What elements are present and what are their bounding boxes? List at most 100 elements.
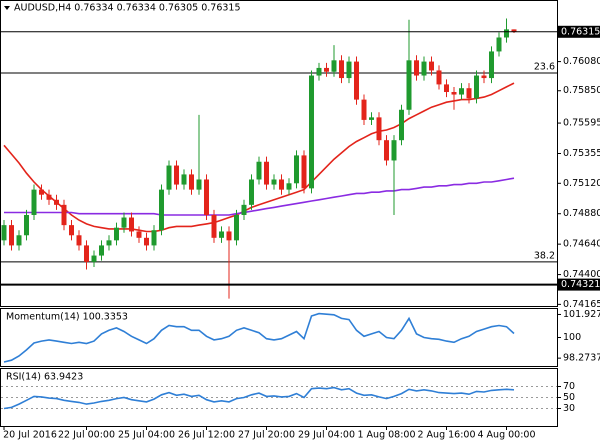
candle-body bbox=[271, 179, 277, 185]
indicator-line bbox=[3, 386, 515, 410]
candle-body bbox=[24, 214, 29, 236]
x-tick-label: 22 Jul 00:00 bbox=[58, 430, 115, 441]
candle-body bbox=[451, 92, 457, 95]
candle-body bbox=[226, 231, 232, 241]
candle-body bbox=[316, 67, 322, 76]
fib-level-label: 38.2 bbox=[534, 250, 555, 261]
candle-body bbox=[466, 88, 472, 99]
candle-body bbox=[121, 217, 127, 228]
candle-body bbox=[399, 109, 404, 141]
y-tick-label: 0.75120 bbox=[563, 178, 600, 189]
x-tick-label: 29 Jul 04:00 bbox=[298, 430, 355, 441]
candle-body bbox=[114, 227, 119, 241]
y-tick-label: 0.76080 bbox=[563, 56, 600, 67]
candle-body bbox=[346, 61, 352, 79]
candle-body bbox=[286, 183, 292, 190]
price-label: 0.74321 bbox=[561, 279, 600, 290]
candle-body bbox=[174, 165, 179, 185]
candle-body bbox=[301, 155, 307, 189]
candle-body bbox=[496, 37, 502, 52]
chart-title: AUDUSD,H4 0.76334 0.76334 0.76305 0.7631… bbox=[14, 3, 241, 14]
candle-body bbox=[9, 225, 14, 246]
x-tick-label: 4 Aug 00:00 bbox=[477, 430, 535, 441]
x-tick-label: 26 Jul 12:00 bbox=[178, 430, 235, 441]
candle-body bbox=[39, 189, 44, 195]
candle-body bbox=[436, 70, 442, 85]
candle-body bbox=[129, 217, 134, 232]
rsi-panel bbox=[0, 368, 558, 427]
candle-body bbox=[444, 84, 449, 93]
candle-body bbox=[429, 61, 434, 71]
candle-body bbox=[219, 231, 224, 238]
candle-body bbox=[474, 75, 479, 99]
symbol-menu-icon bbox=[4, 6, 10, 10]
candle-body bbox=[61, 204, 67, 226]
candle-body bbox=[459, 88, 464, 95]
candle-body bbox=[159, 189, 164, 231]
candle-body bbox=[144, 237, 149, 246]
x-tick-label: 20 Jul 2016 bbox=[3, 430, 57, 441]
y-tick-label: 0.74640 bbox=[563, 239, 600, 250]
candle-body bbox=[31, 189, 37, 215]
candle-body bbox=[99, 245, 104, 256]
y-tick-label: 70 bbox=[563, 381, 575, 392]
candle-body bbox=[339, 60, 344, 79]
candle-body bbox=[211, 214, 217, 238]
candle-body bbox=[181, 174, 187, 185]
indicator-line bbox=[3, 312, 515, 363]
candle-body bbox=[279, 179, 284, 190]
candle-body bbox=[384, 140, 389, 161]
candle-body bbox=[309, 75, 314, 189]
y-tick-label: 0.74880 bbox=[563, 208, 600, 219]
candle-body bbox=[324, 67, 329, 72]
candle-body bbox=[376, 117, 382, 141]
price-label: 0.76315 bbox=[561, 26, 600, 37]
candle-body bbox=[54, 199, 59, 205]
y-tick-label: 30 bbox=[563, 403, 575, 414]
x-tick-label: 25 Jul 04:00 bbox=[118, 430, 175, 441]
candle-body bbox=[294, 155, 299, 184]
candle-body bbox=[481, 75, 487, 79]
y-tick-label: 0.75595 bbox=[563, 118, 600, 129]
y-tick-label: 0.75355 bbox=[563, 148, 600, 159]
candle-body bbox=[136, 231, 142, 238]
y-tick-label: 0.74165 bbox=[563, 299, 600, 310]
candle-body bbox=[361, 99, 367, 120]
candle-body bbox=[46, 194, 52, 200]
candle-body bbox=[84, 245, 89, 262]
y-tick-label: 98.2737 bbox=[563, 353, 600, 364]
price-label-box bbox=[558, 278, 600, 291]
candle-body bbox=[331, 60, 337, 72]
y-tick-label: 101.9272 bbox=[563, 309, 600, 320]
candle-body bbox=[1, 225, 7, 241]
y-tick-label: 50 bbox=[563, 392, 575, 403]
candle-body bbox=[76, 235, 82, 246]
price-label-box bbox=[558, 25, 600, 38]
candle-body bbox=[69, 225, 74, 236]
candle-body bbox=[91, 255, 97, 262]
candle-body bbox=[106, 240, 112, 246]
candle-body bbox=[151, 230, 157, 246]
candle-body bbox=[234, 214, 239, 241]
candle-body bbox=[264, 161, 269, 185]
candle-body bbox=[249, 179, 254, 205]
candle-body bbox=[369, 117, 374, 120]
candle-body bbox=[204, 179, 209, 215]
candle-body bbox=[511, 29, 517, 32]
main-panel bbox=[0, 0, 558, 307]
y-tick-label: 0.75850 bbox=[563, 85, 600, 96]
candle-body bbox=[256, 161, 262, 180]
momentum-title: Momentum(14) 100.3353 bbox=[6, 312, 128, 323]
candle-body bbox=[16, 235, 22, 246]
x-tick-label: 2 Aug 16:00 bbox=[417, 430, 475, 441]
y-tick-label: 0.74400 bbox=[563, 269, 600, 280]
candle-body bbox=[196, 179, 202, 190]
candle-body bbox=[166, 165, 172, 190]
candle-body bbox=[414, 60, 419, 76]
candle-body bbox=[241, 204, 247, 215]
y-tick-label: 100 bbox=[563, 332, 581, 343]
fib-level-label: 23.6 bbox=[534, 61, 555, 72]
moving-average bbox=[4, 177, 515, 216]
rsi-title: RSI(14) 63.9423 bbox=[6, 372, 83, 383]
